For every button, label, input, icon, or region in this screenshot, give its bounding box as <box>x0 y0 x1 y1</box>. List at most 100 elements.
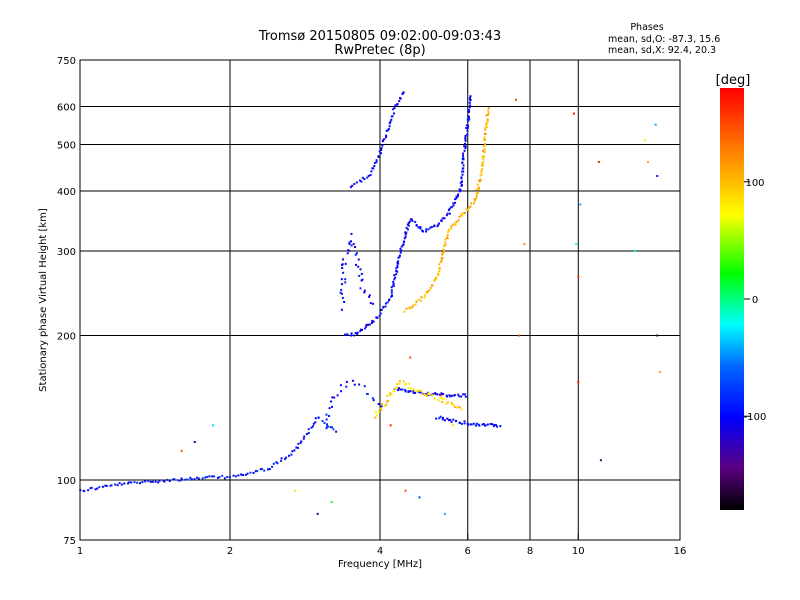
echo-point <box>404 489 407 492</box>
echo-point <box>459 181 462 184</box>
echo-point <box>467 119 470 122</box>
echo-point <box>647 160 649 163</box>
echo-point <box>467 109 470 111</box>
echo-point <box>396 266 399 269</box>
echo-point <box>240 473 243 476</box>
echo-point <box>484 127 487 129</box>
echo-point <box>480 173 483 176</box>
echo-point <box>460 395 463 398</box>
echo-point <box>372 302 375 305</box>
echo-point <box>388 393 391 396</box>
echo-point <box>380 405 383 408</box>
echo-point <box>484 128 487 131</box>
echo-point <box>331 396 334 399</box>
echo-point <box>467 423 470 426</box>
echo-point <box>450 225 453 227</box>
echo-point <box>325 418 328 421</box>
y-tick-label: 300 <box>57 247 76 258</box>
echo-point <box>316 512 319 515</box>
echo-point <box>459 406 461 409</box>
echo-point <box>149 480 152 483</box>
echo-point <box>465 208 468 211</box>
echo-point <box>478 424 481 427</box>
echo-point <box>189 476 192 479</box>
echo-point <box>464 145 467 148</box>
echo-point <box>460 214 463 217</box>
echo-point <box>475 192 478 195</box>
echo-point <box>370 170 373 173</box>
echo-point <box>453 394 456 396</box>
echo-point <box>389 120 392 123</box>
echo-point <box>234 475 237 478</box>
y-tick-label: 200 <box>57 332 76 343</box>
echo-point <box>314 417 317 420</box>
echo-point <box>402 380 405 383</box>
echo-point <box>454 223 457 226</box>
echo-point <box>417 226 420 229</box>
echo-point <box>388 122 391 125</box>
echo-point <box>359 268 362 271</box>
echo-point <box>481 168 484 171</box>
echo-point <box>271 465 274 468</box>
echo-point <box>198 477 200 480</box>
echo-point <box>326 423 328 426</box>
echo-point <box>462 164 465 167</box>
echo-point <box>575 243 578 246</box>
echo-point <box>372 167 375 170</box>
echo-point <box>491 423 494 426</box>
y-tick-label: 75 <box>63 536 76 547</box>
echo-point <box>480 170 483 173</box>
echo-point <box>452 223 455 226</box>
echo-point <box>487 112 490 115</box>
echo-point <box>374 416 377 419</box>
echo-point <box>385 129 388 132</box>
echo-point <box>323 421 326 424</box>
echo-point <box>141 481 144 484</box>
echo-point <box>468 206 470 209</box>
echo-point <box>110 484 113 487</box>
echo-point <box>484 138 486 141</box>
x-tick-label: 1 <box>77 546 83 557</box>
echo-point <box>83 490 86 493</box>
echo-point <box>272 462 275 465</box>
echo-point <box>353 334 356 337</box>
echo-point <box>455 195 458 198</box>
echo-point <box>469 205 472 208</box>
data-points <box>79 91 662 515</box>
echo-point <box>249 471 252 474</box>
echo-point <box>354 331 357 334</box>
echo-point <box>201 477 204 480</box>
echo-point <box>377 155 380 158</box>
echo-point <box>445 402 448 405</box>
echo-point <box>94 488 97 491</box>
y-tick-label: 500 <box>57 141 76 152</box>
echo-point <box>467 115 470 118</box>
echo-point <box>391 294 393 297</box>
echo-point <box>470 423 473 426</box>
echo-point <box>450 402 453 405</box>
echo-point <box>376 316 379 319</box>
echo-point <box>447 209 450 212</box>
echo-point <box>386 394 389 397</box>
echo-point <box>438 222 440 225</box>
echo-point <box>483 132 486 135</box>
echo-point <box>267 468 269 471</box>
echo-point <box>493 423 496 426</box>
echo-point <box>314 421 317 424</box>
echo-point <box>435 276 437 279</box>
echo-point <box>186 478 189 481</box>
x-tick-label: 6 <box>465 546 471 557</box>
echo-point <box>398 380 401 383</box>
echo-point <box>455 197 458 200</box>
echo-point <box>263 469 266 472</box>
echo-point <box>487 109 490 112</box>
echo-point <box>379 312 382 315</box>
echo-point <box>499 425 502 428</box>
echo-point <box>332 428 335 431</box>
echo-point <box>457 393 460 396</box>
echo-point <box>381 144 384 147</box>
echo-point <box>359 287 362 290</box>
echo-point <box>461 161 464 164</box>
echo-point <box>462 393 465 396</box>
echo-point <box>369 174 372 176</box>
